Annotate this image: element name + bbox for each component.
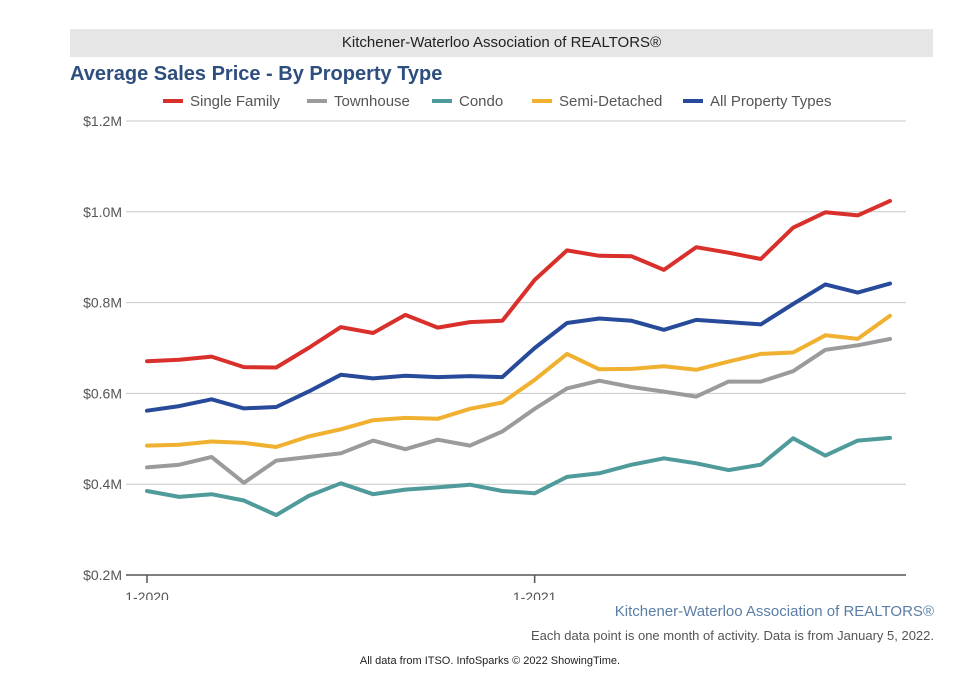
header-org-banner: Kitchener-Waterloo Association of REALTO… xyxy=(70,29,933,57)
chart-title: Average Sales Price - By Property Type xyxy=(70,63,443,85)
series-line-semi-detached xyxy=(145,313,892,449)
line-chart: $0.2M $0.4M $0.6M $0.8M $1.0M $1.2M 1-2020 1-20… xyxy=(83,93,906,600)
legend-label: All Property Types xyxy=(710,93,831,110)
y-tick-label: $0.2M xyxy=(83,567,122,583)
x-tick-label: 1-2020 xyxy=(125,589,169,600)
series-line-single-family xyxy=(145,198,892,370)
footer-brand: Kitchener-Waterloo Association of REALTO… xyxy=(614,603,934,620)
legend-label: Semi-Detached xyxy=(559,93,662,110)
footer-credit: All data from ITSO. InfoSparks © 2022 Sh… xyxy=(359,655,621,667)
y-tick-label: $0.6M xyxy=(83,385,122,401)
series-line-condo xyxy=(145,435,892,518)
legend-label: Townhouse xyxy=(334,93,410,110)
legend-label: Single Family xyxy=(190,93,281,110)
legend-label: Condo xyxy=(459,93,503,110)
x-tick-label: 1-2021 xyxy=(513,589,557,600)
y-tick-label: $1.0M xyxy=(83,204,122,220)
series-line-townhouse xyxy=(145,336,892,485)
series-line-all-property-types xyxy=(145,281,892,413)
y-tick-label: $0.8M xyxy=(83,295,122,311)
footer-note: Each data point is one month of activity… xyxy=(531,628,934,643)
y-tick-label: $1.2M xyxy=(83,113,122,129)
y-tick-label: $0.4M xyxy=(83,476,122,492)
